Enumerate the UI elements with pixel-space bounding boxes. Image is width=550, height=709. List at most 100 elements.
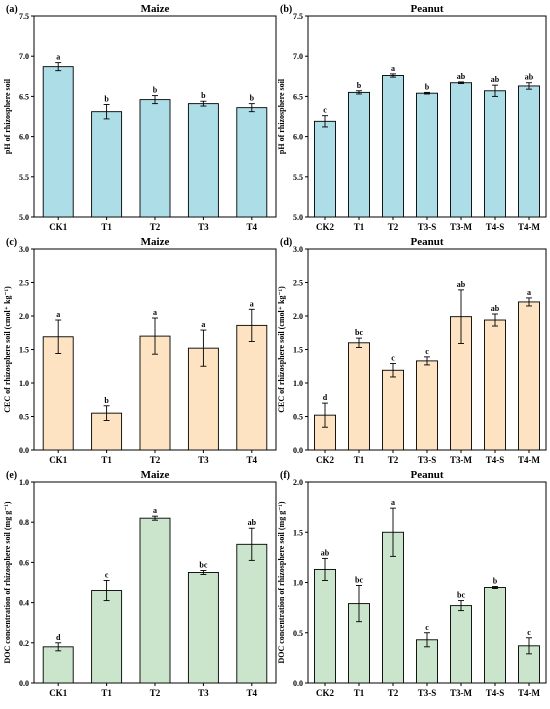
bar-T3 <box>187 103 219 218</box>
bar-T3-S <box>416 92 438 218</box>
y-tick-label: 1.5 <box>293 346 303 355</box>
y-axis-label: CEC of rhizosphere soil (cmol⁺ kg⁻¹) <box>277 286 286 413</box>
significance-letter: bc <box>199 560 207 569</box>
y-tick-label: 2.5 <box>19 279 29 288</box>
significance-letter: bc <box>355 576 363 585</box>
y-tick-label: 1.0 <box>293 579 303 588</box>
significance-letter: c <box>323 106 327 115</box>
chart-title: Peanut <box>411 3 444 15</box>
bar-T3 <box>187 572 219 684</box>
chart-panel-3: Maize (c) 0.0 0.5 1.0 1.5 2.0 2.5 3.0 CEC of rhiz… <box>3 236 277 465</box>
panel-label: (d) <box>280 237 292 248</box>
bar-T1 <box>348 91 370 218</box>
y-tick-label: 0.5 <box>19 413 29 422</box>
y-tick-label: 7.5 <box>293 12 303 21</box>
y-tick-label: 2.0 <box>293 312 303 321</box>
significance-letter: ab <box>457 72 466 81</box>
bar-T1 <box>348 342 370 451</box>
bar-T2 <box>139 517 171 684</box>
y-tick-label: 6.0 <box>293 133 303 142</box>
x-tick-label: T1 <box>101 455 112 465</box>
significance-letter: b <box>201 91 206 100</box>
significance-letter: ab <box>525 73 534 82</box>
x-tick-label: T4 <box>247 688 258 698</box>
significance-letter: a <box>527 288 531 297</box>
significance-letter: ab <box>491 75 500 84</box>
significance-letter: c <box>425 347 429 356</box>
bar-T4-S <box>484 90 506 218</box>
y-tick-label: 7.0 <box>293 52 303 61</box>
bar-CK2 <box>314 120 336 218</box>
significance-letter: d <box>323 393 328 402</box>
x-tick-label: T4-S <box>486 222 505 232</box>
y-tick-label: 7.5 <box>19 12 29 21</box>
bar-T2 <box>382 75 404 218</box>
bar-T2 <box>382 369 404 451</box>
bar-T4 <box>236 543 268 684</box>
x-tick-label: CK1 <box>49 455 68 465</box>
significance-letter: ab <box>457 280 466 289</box>
significance-letter: a <box>201 320 205 329</box>
y-tick-label: 0.0 <box>19 446 29 455</box>
x-tick-label: T2 <box>388 455 399 465</box>
x-tick-label: T3-M <box>450 688 473 698</box>
x-tick-label: T4-S <box>486 455 505 465</box>
significance-letter: b <box>104 396 109 405</box>
significance-letter: a <box>153 506 157 515</box>
significance-letter: b <box>250 94 255 103</box>
chart-title: Peanut <box>411 236 444 248</box>
y-tick-label: 1.0 <box>19 379 29 388</box>
y-axis-label: CEC of rhizosphere soil (cmol⁺ kg⁻¹) <box>3 286 12 413</box>
significance-letter: c <box>527 628 531 637</box>
bar-CK1 <box>42 646 74 684</box>
y-tick-label: 5.5 <box>293 173 303 182</box>
bar-T4-M <box>518 85 540 218</box>
significance-letter: c <box>391 354 395 363</box>
bar-T1 <box>91 111 123 218</box>
x-tick-label: CK2 <box>316 688 335 698</box>
bar-T4-S <box>484 587 506 684</box>
chart-title: Maize <box>141 469 170 481</box>
y-tick-label: 0.0 <box>293 679 303 688</box>
y-tick-label: 0.2 <box>19 639 29 648</box>
significance-letter: b <box>493 577 498 586</box>
bar-T4 <box>236 324 268 451</box>
significance-letter: ab <box>491 304 500 313</box>
significance-letter: b <box>357 81 362 90</box>
significance-letter: b <box>104 94 109 103</box>
significance-letter: ab <box>248 518 257 527</box>
y-tick-label: 6.5 <box>19 92 29 101</box>
chart-title: Peanut <box>411 469 444 481</box>
x-tick-label: CK2 <box>316 455 335 465</box>
x-tick-label: T4-M <box>518 688 541 698</box>
x-tick-label: T3-S <box>418 688 437 698</box>
bar-CK2 <box>314 568 336 684</box>
y-tick-label: 0.0 <box>19 679 29 688</box>
bar-T3-S <box>416 360 438 451</box>
y-axis-label: DOC concentration of rhizosphere soil (m… <box>277 501 286 663</box>
x-tick-label: T3 <box>198 455 209 465</box>
bar-CK1 <box>42 336 74 451</box>
bar-T4-M <box>518 301 540 451</box>
bar-T4 <box>236 107 268 218</box>
y-tick-label: 0.8 <box>19 518 29 527</box>
x-tick-label: T2 <box>388 688 399 698</box>
x-tick-label: T1 <box>101 688 112 698</box>
x-tick-label: T3 <box>198 688 209 698</box>
bar-T3-M <box>450 605 472 684</box>
y-tick-label: 0.5 <box>293 413 303 422</box>
x-tick-label: T4 <box>247 222 258 232</box>
x-tick-label: T3-S <box>418 455 437 465</box>
bar-T2 <box>139 99 171 218</box>
chart-title: Maize <box>141 3 170 15</box>
x-tick-label: T1 <box>101 222 112 232</box>
y-tick-label: 1.0 <box>293 379 303 388</box>
x-tick-label: T3-M <box>450 455 473 465</box>
y-tick-label: 5.5 <box>19 173 29 182</box>
y-tick-label: 6.0 <box>19 133 29 142</box>
x-tick-label: T2 <box>150 688 161 698</box>
y-tick-label: 0.6 <box>19 558 29 567</box>
significance-letter: bc <box>355 328 363 337</box>
significance-letter: d <box>56 633 61 642</box>
y-tick-label: 3.0 <box>19 245 29 254</box>
